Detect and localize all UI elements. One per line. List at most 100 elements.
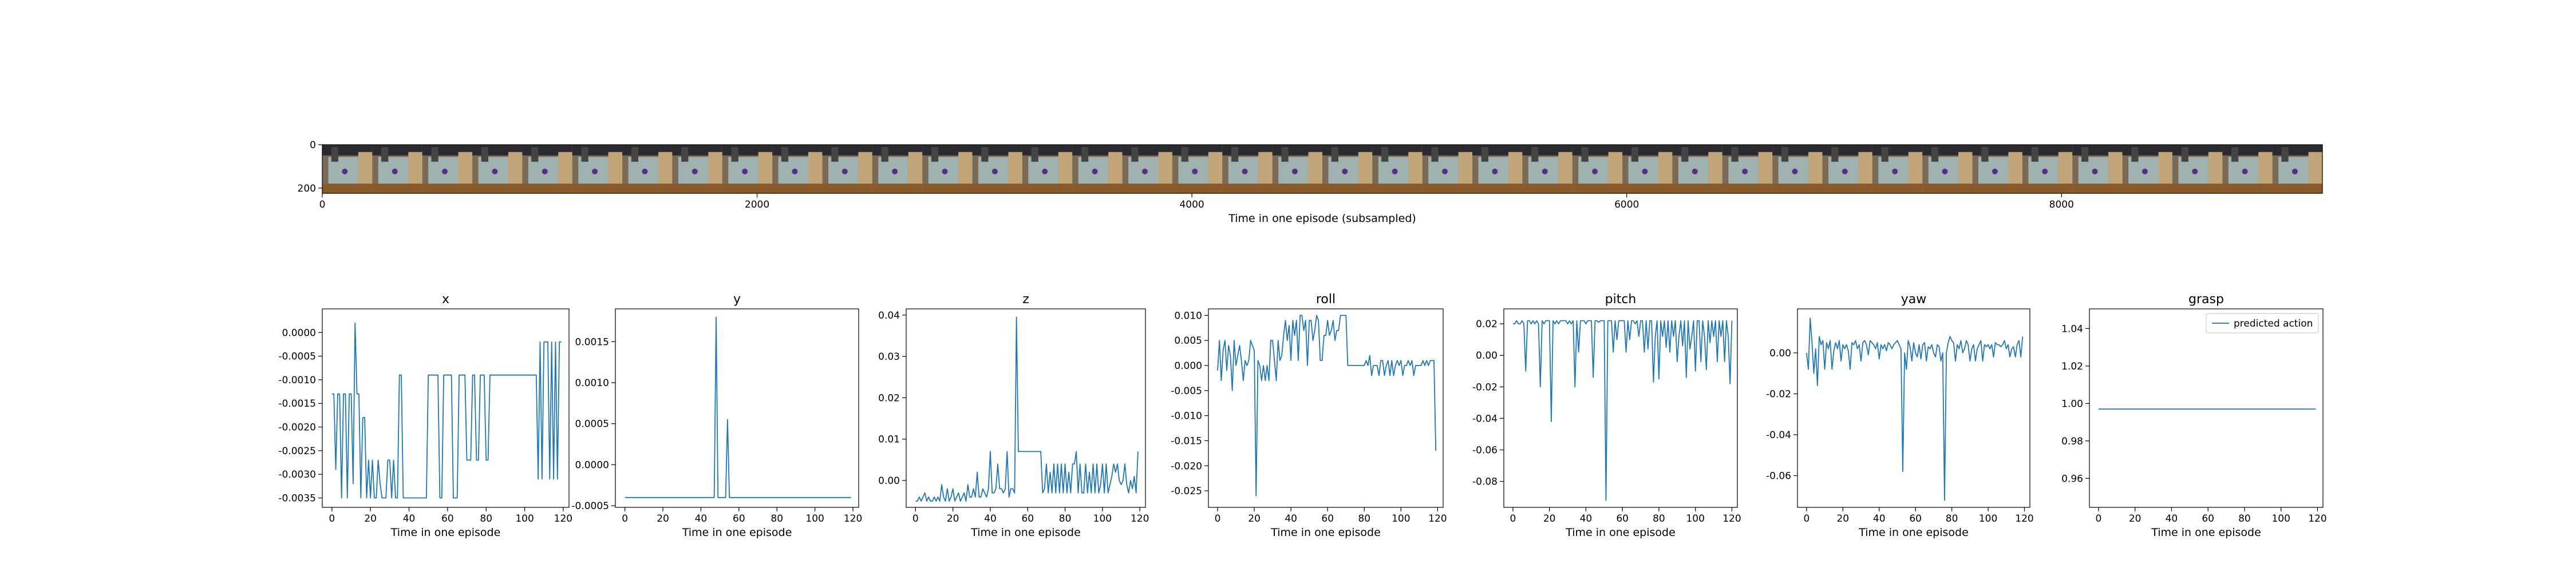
frame-thumbnail (2122, 145, 2172, 193)
y-tick-label: -0.08 (1472, 476, 1498, 488)
y-tick-label: -0.0005 (571, 500, 609, 512)
y-tick-label: 0.010 (1174, 310, 1202, 321)
frame-gripper (2131, 147, 2139, 162)
series-line (1805, 317, 2024, 501)
frame-thumbnail (2272, 145, 2322, 193)
frame-object (442, 168, 448, 174)
frame-thumbnail (1822, 145, 1872, 193)
frame-object (1192, 168, 1198, 174)
frame-floor (2222, 184, 2273, 193)
frame-floor (2272, 184, 2322, 193)
frame-gripper (2031, 147, 2038, 162)
frame-shelf (1458, 152, 1473, 186)
x-tick-label: 120 (2308, 513, 2326, 525)
strip-x-tick-label: 2000 (745, 199, 769, 210)
frame-shelf (1508, 152, 1523, 186)
frame-floor (1672, 184, 1722, 193)
frame-object (1492, 168, 1498, 174)
frame-gripper (1681, 147, 1689, 162)
frame-shelf (2258, 152, 2273, 186)
frame-shelf (958, 152, 973, 186)
frame-floor (322, 184, 373, 193)
frame-floor (722, 184, 773, 193)
frame-shelf (1058, 152, 1073, 186)
frame-thumbnail (1072, 145, 1123, 193)
subplot-title: x (442, 292, 449, 307)
frame-object (2192, 168, 2198, 174)
subplot-y: 0 20 40 60 80 100 120 0.0015 0.0010 0.0005 0.0000 -… (571, 292, 862, 539)
frame-thumbnail (1472, 145, 1523, 193)
frame-object (1742, 168, 1748, 174)
frame-thumbnail (472, 145, 523, 193)
subplot-roll: 0 20 40 60 80 100 120 0.010 0.005 0.000 -0.005 -0.0… (1171, 292, 1447, 539)
frame-thumbnail (622, 145, 673, 193)
frame-shelf (608, 152, 623, 186)
subplot-title: yaw (1901, 292, 1927, 307)
frame-shelf (708, 152, 722, 186)
frame-gripper (1381, 147, 1389, 162)
strip-x-tick-label: 4000 (1179, 199, 1204, 210)
strip-x-tick-label: 8000 (2049, 199, 2074, 210)
x-tick-label: 100 (2271, 513, 2290, 525)
legend-label: predicted action (2234, 318, 2313, 329)
y-tick-label: 0.005 (1174, 335, 1202, 347)
frame-thumbnail (1122, 145, 1172, 193)
frame-gripper (681, 147, 689, 162)
frame-shelf (1258, 152, 1273, 186)
frame-thumbnail (2222, 145, 2273, 193)
y-tick-label: 0.00 (1476, 350, 1498, 362)
y-tick-label: 0.02 (878, 392, 900, 404)
frame-floor (922, 184, 973, 193)
x-tick-label: 40 (2166, 513, 2178, 525)
frame-shelf (2008, 152, 2022, 186)
y-tick-label: 1.04 (2061, 323, 2083, 335)
frame-object (1092, 168, 1098, 174)
x-tick-label: 40 (403, 513, 416, 525)
x-tick-label: 0 (1510, 513, 1516, 525)
frame-shelf (358, 152, 373, 186)
x-tick-label: 120 (1428, 513, 1447, 525)
y-tick-label: -0.0030 (278, 469, 316, 480)
frame-gripper (981, 147, 989, 162)
frame-object (742, 168, 748, 174)
frame-floor (1072, 184, 1123, 193)
frame-thumbnail (322, 145, 373, 193)
x-tick-label: 80 (771, 513, 783, 525)
strip-x-axis-title: Time in one episode (subsampled) (1228, 212, 1416, 225)
x-tick-label: 80 (1653, 513, 1665, 525)
subplot-grasp: 0 20 40 60 80 100 120 1.04 1.02 1.00 0.98 0.96 grasp… (2061, 292, 2327, 539)
x-tick-label: 80 (480, 513, 492, 525)
frame-object (1792, 168, 1798, 174)
frame-thumbnail (722, 145, 773, 193)
frame-object (1291, 168, 1298, 174)
frame-floor (1322, 184, 1373, 193)
frame-floor (522, 184, 572, 193)
y-tick-label: 0.00 (1769, 348, 1791, 359)
y-tick-label: 0.03 (878, 351, 900, 363)
y-tick-label: 0.04 (878, 310, 900, 321)
frame-object (1242, 168, 1248, 174)
frame-thumbnail (1872, 145, 1923, 193)
y-tick-label: -0.04 (1766, 430, 1791, 441)
frame-object (492, 168, 498, 174)
strip-frame-border (322, 144, 2323, 194)
frame-thumbnail (1322, 145, 1373, 193)
y-tick-label: -0.005 (1171, 386, 1202, 397)
frame-shelf (1858, 152, 1872, 186)
frame-shelf (908, 152, 923, 186)
frame-gripper (2081, 147, 2089, 162)
frame-gripper (1031, 147, 1038, 162)
y-tick-label: -0.06 (1472, 444, 1498, 456)
x-tick-label: 100 (1979, 513, 1997, 525)
frame-shelf (1758, 152, 1773, 186)
frame-shelf (1008, 152, 1022, 186)
frame-object (841, 168, 848, 174)
frame-shelf (558, 152, 572, 186)
x-tick-label: 100 (515, 513, 534, 525)
subplot-title: pitch (1605, 292, 1637, 307)
x-tick-label: 0 (1803, 513, 1809, 525)
x-tick-label: 120 (2015, 513, 2033, 525)
frame-gripper (1931, 147, 1939, 162)
frame-object (342, 168, 348, 174)
frame-floor (1472, 184, 1523, 193)
